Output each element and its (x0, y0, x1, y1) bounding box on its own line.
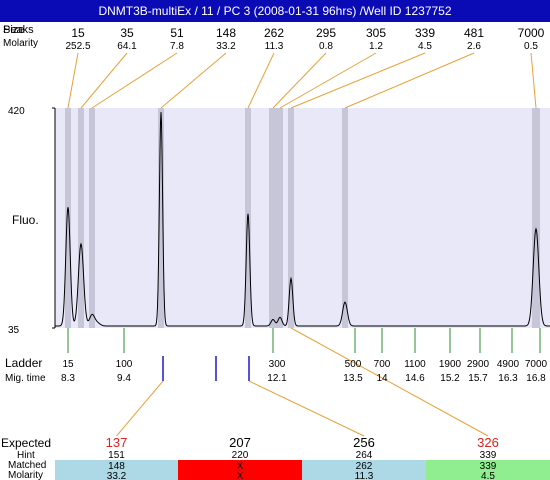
expected-leader-line (248, 380, 365, 437)
y-tick-bottom: 35 (8, 325, 20, 336)
ladder-migtime-label: 13.5 (343, 373, 363, 384)
peak-size-label: 295 (316, 26, 336, 40)
matched-cell (426, 460, 550, 480)
ladder-migtime-label: 16.3 (498, 373, 518, 384)
matched-size: 262 (356, 461, 373, 472)
ladder-migtime-label: 12.1 (267, 373, 287, 384)
ladder-migtime-label: 14 (376, 373, 388, 384)
ladder-size-label: 4900 (497, 359, 520, 370)
y-tick-top: 420 (8, 106, 25, 117)
peak-leader-line (247, 52, 275, 109)
peak-band (532, 108, 540, 328)
peak-size-label: 7000 (518, 26, 545, 40)
peak-molarity-label: 7.8 (170, 41, 184, 52)
peak-size-label: 35 (120, 26, 134, 40)
expected-size: 326 (477, 435, 499, 450)
peak-molarity-label: 33.2 (216, 41, 236, 52)
matched-molarity: 33.2 (107, 471, 127, 480)
window-title: DNMT3B-multiEx / 11 / PC 3 (2008-01-31 9… (0, 0, 550, 22)
matched-cell (302, 460, 426, 480)
ladder-size-label: 500 (345, 359, 362, 370)
peak-leader-line (67, 52, 79, 109)
expected-size: 207 (229, 435, 251, 450)
expected-leader-line (116, 380, 164, 437)
plot-area (55, 108, 550, 328)
ladder-migtime-label: 16.8 (526, 373, 546, 384)
matched-molarity: 11.3 (355, 471, 374, 480)
ladder-size-label: 2900 (467, 359, 490, 370)
hint-size: 151 (108, 450, 125, 461)
peak-leader-line (290, 52, 426, 109)
ladder-size-label: 100 (116, 359, 133, 370)
peak-size-label: 481 (464, 26, 484, 40)
matched-molarity: X (237, 471, 244, 480)
hint-size: 220 (232, 450, 249, 461)
peak-band (89, 108, 95, 328)
ladder-migtime-label: 8.3 (61, 373, 75, 384)
peak-molarity-label: 1.2 (369, 41, 383, 52)
molarity-row-label: Molarity (3, 38, 38, 49)
peak-molarity-label: 11.3 (265, 41, 284, 52)
expected-row-label: Expected (1, 436, 51, 450)
expected-size: 256 (353, 435, 375, 450)
matched-molarity: 4.5 (481, 471, 495, 480)
hint-size: 339 (480, 450, 497, 461)
peaks-row-label: Peaks (3, 24, 34, 36)
ladder-migtime-label: 15.7 (468, 373, 488, 384)
expected-size: 137 (106, 435, 128, 450)
hint-size: 264 (356, 450, 373, 461)
peak-band (65, 108, 71, 328)
hint-row-label: Hint (17, 450, 35, 461)
migtime-row-label: Mig. time (5, 373, 46, 384)
ladder-row-label: Ladder (5, 356, 42, 370)
peak-molarity-label: 0.8 (319, 41, 333, 52)
ladder-size-label: 1900 (439, 359, 462, 370)
peak-molarity-label: 64.1 (117, 41, 137, 52)
size-row-label: Size (3, 24, 24, 36)
peak-band (78, 108, 84, 328)
peak-band (288, 108, 294, 328)
peak-size-label: 15 (71, 26, 85, 40)
molarity-bottom-row-label: Molarity (8, 470, 43, 480)
fluo-axis-label: Fluo. (12, 213, 39, 227)
expected-leader-line (290, 327, 489, 437)
ladder-size-label: 700 (374, 359, 391, 370)
peak-leader-line (279, 52, 377, 109)
peak-size-label: 339 (415, 26, 435, 40)
ladder-size-label: 1100 (404, 359, 426, 370)
ladder-size-label: 7000 (525, 359, 548, 370)
peak-band (269, 108, 283, 328)
peak-size-label: 51 (170, 26, 184, 40)
peak-leader-line (272, 52, 327, 109)
ladder-size-label: 15 (62, 359, 74, 370)
peak-molarity-label: 4.5 (418, 41, 432, 52)
matched-cell (178, 460, 302, 480)
peak-leader-line (344, 52, 475, 109)
peak-leader-line (160, 52, 227, 109)
peak-size-label: 305 (366, 26, 386, 40)
peak-band (245, 108, 251, 328)
ladder-size-label: 300 (269, 359, 286, 370)
peak-leader-line (530, 52, 537, 109)
peak-size-label: 148 (216, 26, 236, 40)
peak-size-label: 262 (264, 26, 284, 40)
fluorescence-trace (55, 112, 550, 327)
ladder-migtime-label: 9.4 (117, 373, 131, 384)
matched-cell (55, 460, 178, 480)
matched-row-label: Matched (8, 460, 46, 471)
matched-size: 339 (480, 461, 497, 472)
matched-size: X (237, 461, 244, 472)
peak-band (158, 108, 164, 328)
ladder-migtime-label: 14.6 (405, 373, 425, 384)
peak-band (342, 108, 348, 328)
matched-size: 148 (108, 461, 125, 472)
peak-leader-line (91, 52, 178, 109)
peak-molarity-label: 2.6 (467, 41, 481, 52)
ladder-migtime-label: 15.2 (440, 373, 460, 384)
peak-molarity-label: 0.5 (524, 41, 538, 52)
peak-leader-line (80, 52, 128, 109)
peak-molarity-label: 252.5 (65, 41, 90, 52)
